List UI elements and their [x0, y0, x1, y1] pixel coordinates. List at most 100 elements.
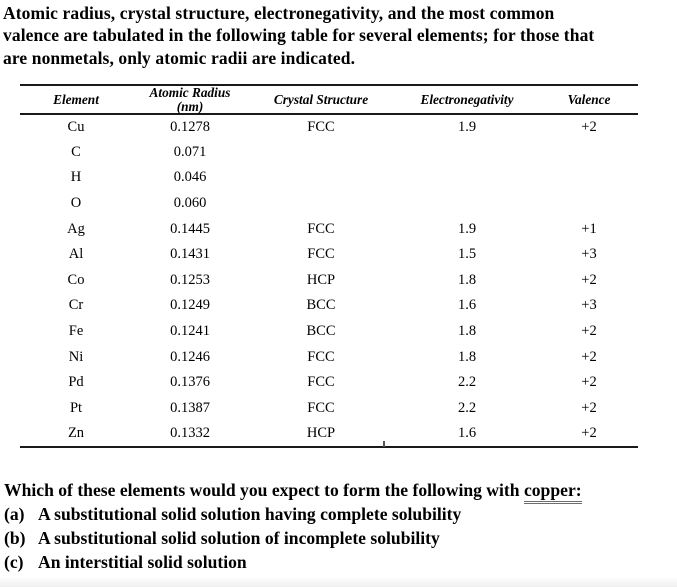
- intro-line: are nonmetals, only atomic radii are ind…: [3, 47, 356, 68]
- col-header-atomic-radius: Atomic Radius (nm): [132, 85, 248, 114]
- cell-electronegativity: 1.6: [457, 297, 477, 314]
- cell-element: Pt: [69, 399, 83, 416]
- col-header-element: Element: [53, 91, 99, 107]
- cell-structure: BCC: [306, 323, 336, 340]
- cell-element: Fe: [68, 323, 84, 340]
- cell-valence: +1: [581, 220, 597, 237]
- cell-structure: FCC: [307, 220, 335, 237]
- cell-radius: 0.1253: [170, 271, 210, 288]
- question-item-c: (c) An interstitial solid solution: [4, 550, 582, 574]
- table-row: Fe 0.1241 BCC 1.8 +2: [20, 319, 638, 345]
- intro-line: valence are tabulated in the following t…: [3, 25, 595, 46]
- cell-radius: 0.1387: [170, 399, 210, 416]
- item-text: A substitutional solid solution having c…: [38, 504, 462, 524]
- cell-electronegativity: 2.2: [457, 374, 477, 391]
- cell-radius: 0.1278: [170, 118, 210, 135]
- cell-radius: 0.1376: [170, 374, 210, 391]
- cell-element: Ni: [68, 348, 84, 365]
- cell-electronegativity: 1.8: [457, 323, 477, 340]
- cell-structure: [248, 191, 394, 217]
- cell-valence: +2: [581, 424, 597, 441]
- cell-electronegativity: 1.6: [457, 424, 477, 441]
- cell-element: Pd: [68, 374, 84, 391]
- col-header-crystal-structure: Crystal Structure: [273, 91, 369, 107]
- cell-element: Zn: [67, 424, 85, 441]
- table-row: Al 0.1431 FCC 1.5 +3: [20, 242, 638, 268]
- item-marker: (c): [4, 552, 24, 572]
- cell-electronegativity: 1.8: [457, 348, 477, 365]
- question-item-b: (b) A substitutional solid solution of in…: [4, 526, 582, 550]
- cell-element: Cu: [67, 118, 85, 135]
- item-marker: (b): [4, 528, 26, 548]
- elements-table: Element Atomic Radius (nm) Crystal Struc…: [20, 84, 638, 448]
- cell-valence: [540, 165, 638, 191]
- cell-valence: +2: [581, 348, 597, 365]
- intro-line: Atomic radius, crystal structure, electr…: [3, 3, 555, 23]
- cell-valence: +2: [581, 374, 597, 391]
- col-header-atomic-radius-line2: (nm): [176, 98, 204, 114]
- cell-electronegativity: 2.2: [457, 399, 477, 416]
- cell-radius: 0.1249: [170, 297, 210, 314]
- cell-valence: +2: [581, 399, 597, 416]
- cell-electronegativity: 1.8: [457, 271, 477, 288]
- cell-radius: 0.1241: [170, 323, 210, 340]
- cell-element: Co: [67, 271, 85, 288]
- question-block: Which of these elements would you expect…: [4, 478, 582, 574]
- table-header-row: Element Atomic Radius (nm) Crystal Struc…: [20, 85, 638, 114]
- copper-underlined: copper:: [523, 480, 582, 504]
- item-text: A substitutional solid solution of incom…: [38, 528, 440, 548]
- cell-structure: HCP: [306, 424, 336, 441]
- cell-radius: 0.1246: [170, 348, 210, 365]
- cell-radius: 0.1431: [170, 246, 210, 263]
- col-header-electronegativity: Electronegativity: [420, 91, 514, 107]
- table-row: Cr 0.1249 BCC 1.6 +3: [20, 293, 638, 319]
- cell-element: Ag: [67, 220, 85, 237]
- item-text: An interstitial solid solution: [38, 552, 247, 572]
- cell-radius: 0.1445: [170, 220, 210, 237]
- col-header-valence: Valence: [567, 91, 611, 107]
- cell-element: H: [70, 169, 82, 186]
- question-lead-text: Which of these elements would you expect…: [4, 480, 524, 500]
- intro-paragraph: Atomic radius, crystal structure, electr…: [3, 2, 676, 69]
- item-marker: (a): [4, 504, 25, 524]
- table-row: Co 0.1253 HCP 1.8 +2: [20, 268, 638, 294]
- cell-valence: [540, 191, 638, 217]
- cell-electronegativity: [394, 165, 540, 191]
- cell-structure: HCP: [306, 271, 336, 288]
- cell-element: Al: [68, 246, 84, 263]
- cell-valence: +2: [581, 271, 597, 288]
- cell-structure: BCC: [306, 297, 336, 314]
- cell-valence: +2: [581, 118, 597, 135]
- question-lead: Which of these elements would you expect…: [4, 478, 582, 504]
- table-row: Pt 0.1387 FCC 2.2 +2: [20, 396, 638, 422]
- table-row: Zn 0.1332 HCP 1.6 +2: [20, 421, 638, 447]
- cell-structure: FCC: [307, 374, 335, 391]
- cell-structure: [248, 165, 394, 191]
- col-header-atomic-radius-line1: Atomic Radius: [149, 85, 231, 100]
- cell-structure: FCC: [307, 246, 335, 263]
- cell-structure: FCC: [307, 118, 335, 135]
- question-item-a: (a) A substitutional solid solution havin…: [4, 502, 582, 526]
- table-row: O 0.060: [20, 191, 638, 217]
- scan-artifact-tick: [383, 441, 385, 447]
- table-row: H 0.046: [20, 165, 638, 191]
- cell-structure: FCC: [307, 348, 335, 365]
- cell-radius: 0.046: [173, 169, 207, 186]
- cell-valence: +3: [581, 246, 597, 263]
- cell-radius: 0.060: [173, 195, 207, 212]
- cell-element: Cr: [68, 297, 84, 314]
- cell-electronegativity: [394, 191, 540, 217]
- cell-electronegativity: [394, 140, 540, 166]
- cell-radius: 0.071: [173, 143, 207, 160]
- table-row: Ag 0.1445 FCC 1.9 +1: [20, 216, 638, 242]
- cell-valence: [540, 140, 638, 166]
- table-row: C 0.071: [20, 140, 638, 166]
- cell-electronegativity: 1.5: [457, 246, 477, 263]
- cell-element: O: [70, 195, 82, 212]
- cell-structure: [248, 140, 394, 166]
- cell-element: C: [71, 143, 81, 160]
- cell-valence: +3: [581, 297, 597, 314]
- cell-radius: 0.1332: [170, 424, 210, 441]
- table-row: Cu 0.1278 FCC 1.9 +2: [20, 114, 638, 140]
